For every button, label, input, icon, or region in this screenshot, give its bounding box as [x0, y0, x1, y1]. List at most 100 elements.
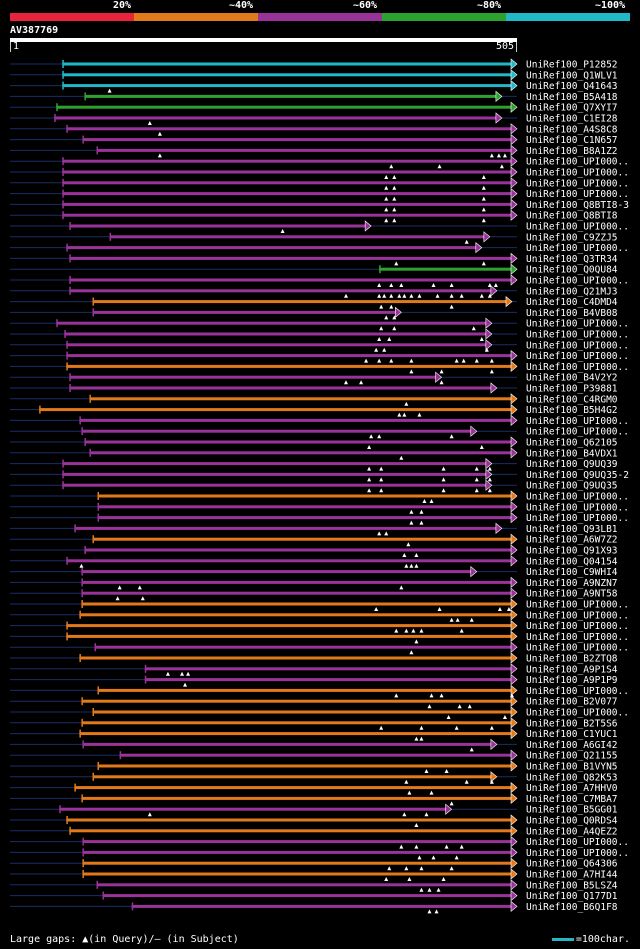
hit-label[interactable]: UniRef100_UPI000.. — [526, 351, 629, 362]
hit-row[interactable]: UniRef100_UPI000.. — [10, 317, 629, 331]
hit-label[interactable]: UniRef100_UPI000.. — [526, 189, 629, 200]
hit-label[interactable]: UniRef100_UPI000.. — [526, 492, 629, 503]
hit-bar[interactable] — [97, 494, 512, 498]
hit-row[interactable]: UniRef100_UPI000.. — [10, 177, 629, 190]
hit-label[interactable]: UniRef100_A7HHV0 — [526, 783, 618, 794]
hit-label[interactable]: UniRef100_B1VYN5 — [526, 762, 618, 773]
hit-label[interactable]: UniRef100_UPI000.. — [526, 513, 629, 524]
hit-label[interactable]: UniRef100_UPI000.. — [526, 168, 629, 179]
hit-bar[interactable] — [79, 613, 512, 617]
hit-row[interactable]: UniRef100_UPI000.. — [10, 846, 629, 860]
hit-row[interactable]: UniRef100_Q0RDS4 — [10, 814, 618, 827]
hit-bar[interactable] — [82, 861, 511, 865]
hit-bar[interactable] — [144, 667, 512, 671]
hit-label[interactable]: UniRef100_UPI000.. — [526, 600, 629, 611]
hit-bar[interactable] — [66, 343, 486, 347]
hit-bar[interactable] — [62, 472, 486, 476]
hit-label[interactable]: UniRef100_UPI000.. — [526, 708, 629, 719]
hit-bar[interactable] — [56, 321, 486, 325]
hit-label[interactable]: UniRef100_C9ZZJ5 — [526, 232, 618, 243]
hit-bar[interactable] — [56, 105, 512, 109]
hit-label[interactable]: UniRef100_UPI000.. — [526, 243, 629, 254]
hit-bar[interactable] — [62, 84, 512, 88]
hit-bar[interactable] — [62, 192, 512, 196]
hit-row[interactable]: UniRef100_UPI000.. — [10, 641, 629, 655]
hit-row[interactable]: UniRef100_UPI000.. — [10, 706, 629, 719]
hit-bar[interactable] — [66, 364, 511, 368]
hit-row[interactable]: UniRef100_C1EI28 — [10, 112, 618, 125]
hit-label[interactable]: UniRef100_UPI000.. — [526, 416, 629, 427]
hit-row[interactable]: UniRef100_Q8BTI8-3 — [10, 198, 629, 212]
hit-row[interactable]: UniRef100_UPI000.. — [10, 241, 629, 255]
hit-bar[interactable] — [62, 159, 512, 163]
hit-bar[interactable] — [79, 656, 512, 660]
hit-row[interactable]: UniRef100_C1N657 — [10, 133, 618, 147]
hit-bar[interactable] — [66, 624, 511, 628]
hit-row[interactable]: UniRef100_UPI000.. — [10, 511, 629, 525]
hit-label[interactable]: UniRef100_C1YUC1 — [526, 729, 618, 740]
hit-bar[interactable] — [69, 256, 511, 260]
hit-row[interactable]: UniRef100_UPI000.. — [10, 619, 629, 633]
hit-label[interactable]: UniRef100_UPI000.. — [526, 610, 629, 621]
hit-label[interactable]: UniRef100_Q0QU84 — [526, 265, 618, 276]
hit-label[interactable]: UniRef100_B5A418 — [526, 92, 618, 103]
hit-row[interactable]: UniRef100_UPI000.. — [10, 274, 629, 287]
hit-bar[interactable] — [79, 418, 512, 422]
hit-label[interactable]: UniRef100_UPI000.. — [526, 276, 629, 287]
hit-row[interactable]: UniRef100_UPI000.. — [10, 339, 629, 352]
hit-label[interactable]: UniRef100_A4QEZ2 — [526, 826, 618, 837]
hit-row[interactable]: UniRef100_UPI000.. — [10, 630, 629, 644]
hit-bar[interactable] — [69, 278, 511, 282]
hit-bar[interactable] — [69, 829, 511, 833]
hit-bar[interactable] — [92, 310, 396, 314]
hit-row[interactable]: UniRef100_Q93LB1 — [10, 522, 618, 536]
hit-row[interactable]: UniRef100_Q91X93 — [10, 544, 618, 557]
hit-label[interactable]: UniRef100_Q93LB1 — [526, 524, 618, 535]
hit-label[interactable]: UniRef100_B5H4G2 — [526, 405, 618, 416]
hit-bar[interactable] — [66, 354, 511, 358]
hit-bar[interactable] — [81, 699, 512, 703]
hit-label[interactable]: UniRef100_Q21MJ3 — [526, 286, 618, 297]
hit-row[interactable]: UniRef100_B1VYN5 — [10, 760, 618, 773]
hit-row[interactable]: UniRef100_Q64306 — [10, 857, 618, 871]
hit-bar[interactable] — [92, 300, 506, 304]
hit-row[interactable]: UniRef100_UPI000.. — [10, 328, 629, 341]
hit-label[interactable]: UniRef100_P39881 — [526, 384, 618, 395]
hit-row[interactable]: UniRef100_B5LSZ4 — [10, 879, 618, 892]
hit-bar[interactable] — [66, 634, 511, 638]
hit-row[interactable]: UniRef100_UPI000.. — [10, 684, 629, 698]
hit-label[interactable]: UniRef100_B4V2Y2 — [526, 373, 618, 384]
hit-bar[interactable] — [59, 807, 446, 811]
hit-label[interactable]: UniRef100_B4VB08 — [526, 308, 618, 319]
hit-row[interactable]: UniRef100_UPI000.. — [10, 349, 629, 363]
hit-bar[interactable] — [66, 559, 511, 563]
hit-bar[interactable] — [62, 213, 512, 217]
hit-row[interactable]: UniRef100_UPI000.. — [10, 155, 629, 169]
hit-bar[interactable] — [79, 732, 512, 736]
hit-row[interactable]: UniRef100_Q0QU84 — [10, 263, 618, 276]
hit-bar[interactable] — [82, 850, 511, 854]
hit-row[interactable]: UniRef100_Q82K53 — [10, 771, 618, 784]
hit-label[interactable]: UniRef100_C9WHI4 — [526, 567, 618, 578]
hit-bar[interactable] — [97, 516, 512, 520]
hit-row[interactable]: UniRef100_C4RGM0 — [10, 393, 618, 406]
hit-label[interactable]: UniRef100_UPI000.. — [526, 319, 629, 330]
hit-row[interactable]: UniRef100_Q177D1 — [10, 889, 618, 903]
hit-row[interactable]: UniRef100_Q9UQ35-2 — [10, 468, 629, 482]
hit-label[interactable]: UniRef100_Q62105 — [526, 438, 618, 449]
hit-bar[interactable] — [84, 94, 496, 98]
hit-bar[interactable] — [81, 602, 512, 606]
hit-bar[interactable] — [82, 872, 511, 876]
hit-label[interactable]: UniRef100_UPI000.. — [526, 632, 629, 643]
hit-label[interactable]: UniRef100_Q7XYI7 — [526, 103, 618, 114]
hit-row[interactable]: UniRef100_B4VB08 — [10, 306, 618, 320]
hit-bar[interactable] — [62, 462, 486, 466]
hit-bar[interactable] — [66, 127, 511, 131]
hit-bar[interactable] — [66, 818, 511, 822]
hit-label[interactable]: UniRef100_A9P1P9 — [526, 675, 618, 686]
hit-row[interactable]: UniRef100_UPI000.. — [10, 501, 629, 514]
hit-row[interactable]: UniRef100_C1YUC1 — [10, 727, 618, 741]
hit-row[interactable]: UniRef100_Q9UQ39 — [10, 457, 618, 471]
hit-bar[interactable] — [94, 645, 512, 649]
hit-row[interactable]: UniRef100_UPI000.. — [10, 414, 629, 427]
